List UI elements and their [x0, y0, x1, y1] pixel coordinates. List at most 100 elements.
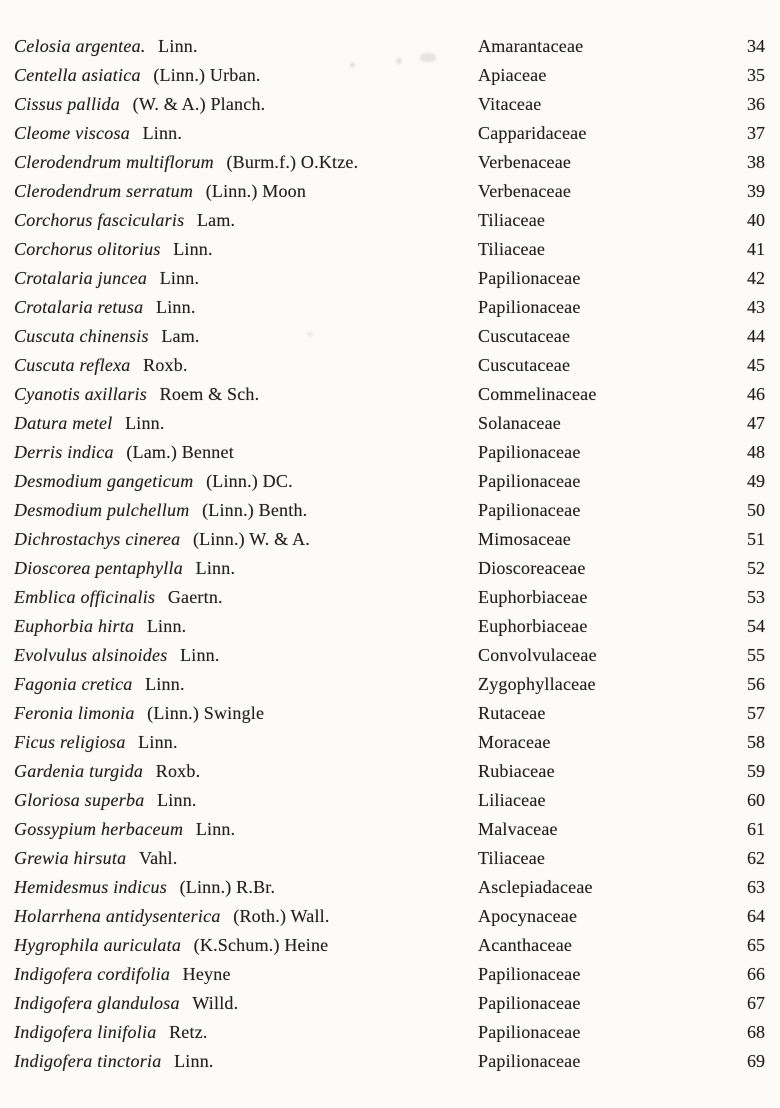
family-name: Rubiaceae	[478, 761, 555, 781]
family-name: Moraceae	[478, 732, 551, 752]
page-number: 50	[747, 500, 765, 520]
family-name: Papilionaceae	[478, 297, 581, 317]
table-row: Hygrophila auriculata (K.Schum.) Heine A…	[0, 931, 780, 960]
species-cell: Cuscuta reflexa Roxb.	[14, 351, 478, 380]
species-name: Evolvulus alsinoides	[14, 645, 168, 665]
species-author: Lam.	[196, 210, 236, 230]
species-name: Grewia hirsuta	[14, 848, 127, 868]
species-name: Gossypium herbaceum	[14, 819, 184, 839]
species-name: Cissus pallida	[14, 94, 121, 114]
species-cell: Hemidesmus indicus (Linn.) R.Br.	[14, 873, 478, 902]
species-author: Linn.	[159, 268, 200, 288]
family-name: Liliaceae	[478, 790, 546, 810]
species-author: Roxb.	[155, 761, 201, 781]
species-name: Clerodendrum serratum	[14, 181, 194, 201]
table-row: Feronia limonia (Linn.) Swingle Rutaceae…	[0, 699, 780, 728]
table-row: Euphorbia hirta Linn. Euphorbiaceae 54	[0, 612, 780, 641]
species-name: Indigofera glandulosa	[14, 993, 180, 1013]
table-row: Clerodendrum multiflorum (Burm.f.) O.Ktz…	[0, 148, 780, 177]
page-number: 37	[747, 123, 765, 143]
species-author: (Burm.f.) O.Ktze.	[226, 152, 359, 172]
species-cell: Crotalaria retusa Linn.	[14, 293, 478, 322]
table-row: Cissus pallida (W. & A.) Planch. Vitacea…	[0, 90, 780, 119]
family-name: Cuscutaceae	[478, 326, 571, 346]
page-number: 34	[747, 36, 765, 56]
species-cell: Centella asiatica (Linn.) Urban.	[14, 61, 478, 90]
family-name: Vitaceae	[478, 94, 542, 114]
page-number: 67	[747, 993, 765, 1013]
page-number: 40	[747, 210, 765, 230]
page-number: 55	[747, 645, 765, 665]
species-name: Desmodium gangeticum	[14, 471, 194, 491]
table-row: Emblica officinalis Gaertn. Euphorbiacea…	[0, 583, 780, 612]
species-name: Crotalaria juncea	[14, 268, 148, 288]
species-author: Linn.	[174, 1051, 214, 1071]
family-name: Tiliaceae	[478, 239, 546, 259]
species-author: (Lam.) Bennet	[126, 442, 234, 462]
family-name: Solanaceae	[478, 413, 561, 433]
species-author: Linn.	[156, 297, 196, 317]
species-author: (Linn.) DC.	[206, 471, 293, 491]
family-name: Papilionaceae	[478, 442, 581, 462]
species-cell: Holarrhena antidysenterica (Roth.) Wall.	[14, 902, 478, 931]
species-name: Cuscuta reflexa	[14, 355, 131, 375]
page-number: 66	[747, 964, 765, 984]
species-cell: Evolvulus alsinoides Linn.	[14, 641, 478, 670]
species-cell: Crotalaria juncea Linn.	[14, 264, 478, 293]
species-name: Indigofera cordifolia	[14, 964, 171, 984]
species-name: Clerodendrum multiflorum	[14, 152, 214, 172]
species-cell: Gardenia turgida Roxb.	[14, 757, 478, 786]
species-cell: Emblica officinalis Gaertn.	[14, 583, 478, 612]
species-name: Hemidesmus indicus	[14, 877, 167, 897]
page-number: 44	[747, 326, 765, 346]
species-cell: Indigofera linifolia Retz.	[14, 1018, 478, 1047]
family-name: Acanthaceae	[478, 935, 573, 955]
species-author: Retz.	[169, 1022, 208, 1042]
species-name: Desmodium pulchellum	[14, 500, 190, 520]
species-name: Dichrostachys cinerea	[14, 529, 181, 549]
family-name: Rutaceae	[478, 703, 546, 723]
species-name: Gloriosa superba	[14, 790, 145, 810]
table-row: Hemidesmus indicus (Linn.) R.Br. Asclepi…	[0, 873, 780, 902]
page-number: 47	[747, 413, 765, 433]
species-author: Vahl.	[138, 848, 178, 868]
species-cell: Desmodium pulchellum (Linn.) Benth.	[14, 496, 478, 525]
table-row: Indigofera tinctoria Linn. Papilionaceae…	[0, 1047, 780, 1076]
species-author: Linn.	[195, 819, 236, 839]
page-number: 64	[747, 906, 765, 926]
page-number: 39	[747, 181, 765, 201]
family-name: Euphorbiaceae	[478, 616, 588, 636]
species-cell: Cuscuta chinensis Lam.	[14, 322, 478, 351]
species-cell: Corchorus olitorius Linn.	[14, 235, 478, 264]
species-author: (Linn.) R.Br.	[179, 877, 276, 897]
family-name: Papilionaceae	[478, 1022, 581, 1042]
family-name: Zygophyllaceae	[478, 674, 596, 694]
species-author: (Linn.) Moon	[205, 181, 307, 201]
page-number: 49	[747, 471, 765, 491]
species-cell: Desmodium gangeticum (Linn.) DC.	[14, 467, 478, 496]
table-row: Gloriosa superba Linn. Liliaceae 60	[0, 786, 780, 815]
species-cell: Dichrostachys cinerea (Linn.) W. & A.	[14, 525, 478, 554]
species-name: Derris indica	[14, 442, 114, 462]
family-name: Papilionaceae	[478, 471, 581, 491]
species-author: (K.Schum.) Heine	[193, 935, 329, 955]
table-row: Cuscuta chinensis Lam. Cuscutaceae 44	[0, 322, 780, 351]
species-author: Linn.	[145, 674, 185, 694]
species-name: Indigofera tinctoria	[14, 1051, 162, 1071]
table-row: Clerodendrum serratum (Linn.) Moon Verbe…	[0, 177, 780, 206]
table-row: Derris indica (Lam.) Bennet Papilionacea…	[0, 438, 780, 467]
table-row: Grewia hirsuta Vahl. Tiliaceae 62	[0, 844, 780, 873]
species-author: Linn.	[158, 36, 198, 56]
species-cell: Indigofera tinctoria Linn.	[14, 1047, 478, 1076]
page-number: 52	[747, 558, 765, 578]
page-number: 61	[747, 819, 765, 839]
species-name: Ficus religiosa	[14, 732, 126, 752]
page-number: 42	[747, 268, 765, 288]
family-name: Malvaceae	[478, 819, 558, 839]
species-name: Cleome viscosa	[14, 123, 130, 143]
family-name: Dioscoreaceae	[478, 558, 586, 578]
species-name: Indigofera linifolia	[14, 1022, 157, 1042]
species-name: Holarrhena antidysenterica	[14, 906, 221, 926]
species-author: Roem & Sch.	[159, 384, 260, 404]
table-row: Ficus religiosa Linn. Moraceae 58	[0, 728, 780, 757]
